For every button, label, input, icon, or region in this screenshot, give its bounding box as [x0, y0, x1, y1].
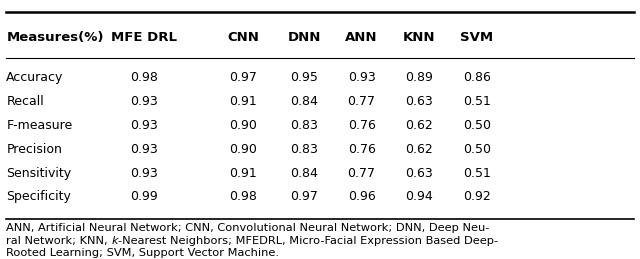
Text: 0.51: 0.51: [463, 167, 491, 179]
Text: 0.90: 0.90: [229, 119, 257, 132]
Text: 0.76: 0.76: [348, 143, 376, 156]
Text: 0.98: 0.98: [130, 71, 158, 84]
Text: 0.97: 0.97: [290, 190, 318, 203]
Text: SVM: SVM: [460, 31, 493, 44]
Text: 0.93: 0.93: [130, 167, 158, 179]
Text: 0.94: 0.94: [405, 190, 433, 203]
Text: 0.93: 0.93: [130, 143, 158, 156]
Text: 0.96: 0.96: [348, 190, 376, 203]
Text: Rooted Learning; SVM, Support Vector Machine.: Rooted Learning; SVM, Support Vector Mac…: [6, 248, 280, 258]
Text: 0.77: 0.77: [348, 167, 376, 179]
Text: 0.99: 0.99: [130, 190, 158, 203]
Text: ANN: ANN: [346, 31, 378, 44]
Text: KNN: KNN: [403, 31, 435, 44]
Text: 0.77: 0.77: [348, 95, 376, 108]
Text: -Nearest Neighbors; MFEDRL, Micro-Facial Expression Based Deep-: -Nearest Neighbors; MFEDRL, Micro-Facial…: [118, 236, 499, 246]
Text: k: k: [111, 236, 118, 246]
Text: 0.93: 0.93: [348, 71, 376, 84]
Text: 0.93: 0.93: [130, 95, 158, 108]
Text: 0.50: 0.50: [463, 143, 491, 156]
Text: Recall: Recall: [6, 95, 44, 108]
Text: 0.92: 0.92: [463, 190, 491, 203]
Text: 0.90: 0.90: [229, 143, 257, 156]
Text: 0.62: 0.62: [405, 143, 433, 156]
Text: 0.51: 0.51: [463, 95, 491, 108]
Text: Specificity: Specificity: [6, 190, 71, 203]
Text: Precision: Precision: [6, 143, 62, 156]
Text: 0.84: 0.84: [290, 95, 318, 108]
Text: 0.97: 0.97: [229, 71, 257, 84]
Text: ANN, Artificial Neural Network; CNN, Convolutional Neural Network; DNN, Deep Neu: ANN, Artificial Neural Network; CNN, Con…: [6, 224, 490, 233]
Text: Sensitivity: Sensitivity: [6, 167, 72, 179]
Text: DNN: DNN: [287, 31, 321, 44]
Text: CNN: CNN: [227, 31, 259, 44]
Text: 0.63: 0.63: [405, 95, 433, 108]
Text: 0.95: 0.95: [290, 71, 318, 84]
Text: Accuracy: Accuracy: [6, 71, 64, 84]
Text: 0.76: 0.76: [348, 119, 376, 132]
Text: 0.83: 0.83: [290, 143, 318, 156]
Text: 0.91: 0.91: [229, 167, 257, 179]
Text: 0.98: 0.98: [229, 190, 257, 203]
Text: F-measure: F-measure: [6, 119, 73, 132]
Text: 0.50: 0.50: [463, 119, 491, 132]
Text: 0.63: 0.63: [405, 167, 433, 179]
Text: MFE DRL: MFE DRL: [111, 31, 177, 44]
Text: ral Network; KNN,: ral Network; KNN,: [6, 236, 111, 246]
Text: 0.62: 0.62: [405, 119, 433, 132]
Text: 0.86: 0.86: [463, 71, 491, 84]
Text: 0.91: 0.91: [229, 95, 257, 108]
Text: Measures(%): Measures(%): [6, 31, 104, 44]
Text: 0.89: 0.89: [405, 71, 433, 84]
Text: 0.83: 0.83: [290, 119, 318, 132]
Text: 0.84: 0.84: [290, 167, 318, 179]
Text: 0.93: 0.93: [130, 119, 158, 132]
